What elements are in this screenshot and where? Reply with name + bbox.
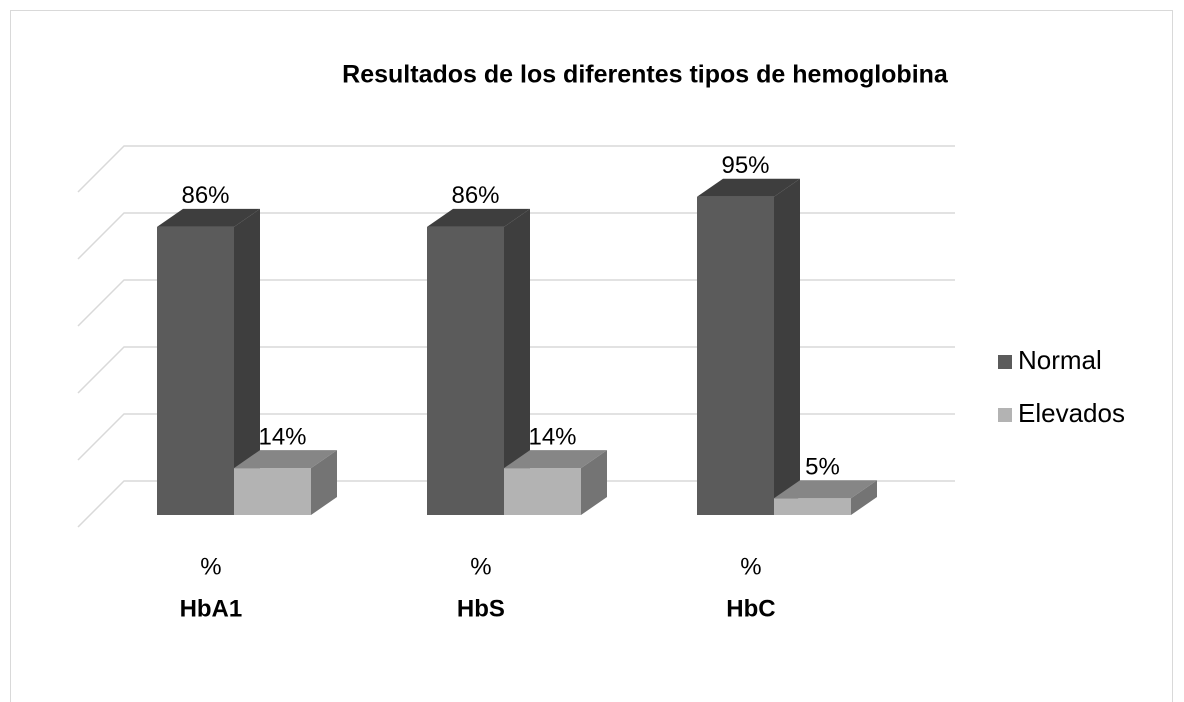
legend-label: Normal [1018, 345, 1102, 375]
x-tick-prefix: % [200, 553, 221, 580]
x-tick-label: HbS [457, 595, 505, 622]
bar-face [157, 226, 234, 515]
x-tick-prefix: % [470, 553, 491, 580]
bar-face [697, 178, 800, 197]
grid-line [77, 413, 955, 461]
bar-face [504, 208, 530, 515]
data-label: 95% [721, 152, 769, 179]
bar-face [234, 208, 260, 515]
bar-face [851, 480, 877, 515]
x-tick-prefix: % [740, 553, 761, 580]
chart-title: Resultados de los diferentes tipos de he… [342, 61, 949, 89]
grid-line [77, 145, 955, 193]
bar-face [697, 196, 774, 515]
bar-face [504, 468, 581, 515]
data-label: 5% [805, 454, 840, 481]
legend-swatch [998, 408, 1012, 422]
chart-border [10, 10, 1173, 702]
x-tick-label: HbC [726, 595, 775, 622]
bar [774, 480, 877, 515]
bar-face [427, 208, 530, 227]
bar [234, 450, 337, 515]
bar [427, 208, 530, 515]
grid-line [77, 279, 955, 327]
bar-face [427, 226, 504, 515]
data-label: 86% [181, 182, 229, 209]
bar-face [774, 480, 877, 499]
bar-face [234, 468, 311, 515]
data-label: 86% [451, 182, 499, 209]
grid-line [77, 480, 955, 528]
grid-line [77, 212, 955, 260]
bar-face [311, 450, 337, 515]
bar-face [774, 178, 800, 515]
bar-face [504, 450, 607, 469]
bar-face [234, 450, 337, 469]
x-tick-label: HbA1 [180, 595, 243, 622]
bar-face [157, 208, 260, 227]
bar [697, 178, 800, 515]
data-label: 14% [528, 423, 576, 450]
bar [504, 450, 607, 515]
bar-face [774, 498, 851, 515]
bar-face [581, 450, 607, 515]
grid-line [77, 346, 955, 394]
legend-swatch [998, 355, 1012, 369]
legend-label: Elevados [1018, 398, 1125, 428]
data-label: 14% [258, 423, 306, 450]
bar [157, 208, 260, 515]
